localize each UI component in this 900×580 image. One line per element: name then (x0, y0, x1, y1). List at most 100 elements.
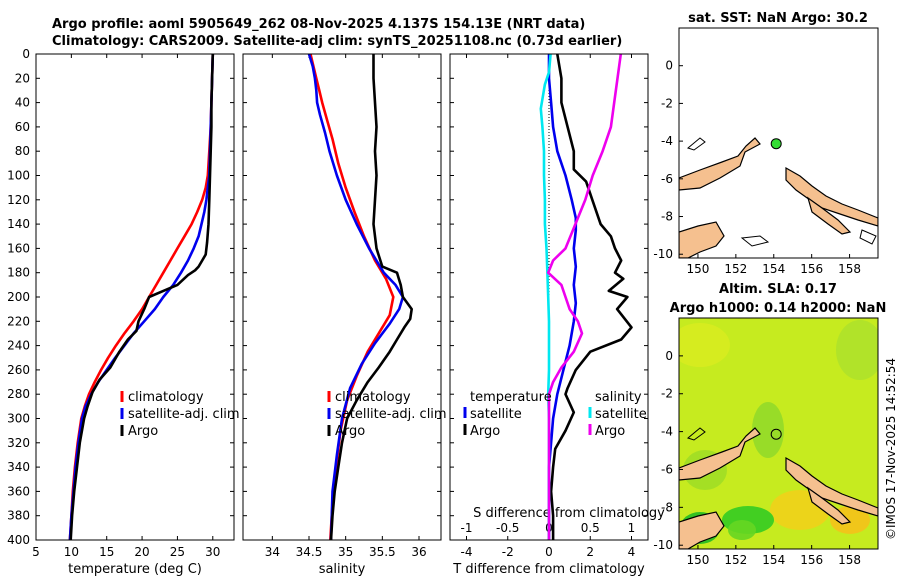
longitude-tick-label: 150 (686, 553, 709, 567)
depth-tick-label: 380 (7, 509, 30, 523)
depth-tick-label: 20 (15, 71, 30, 85)
sla-map-title-1: Altim. SLA: 0.17 (719, 282, 837, 297)
island-outline (686, 137, 706, 151)
longitude-tick-label: 154 (762, 553, 785, 567)
legend-label: satellite-adj. clim (335, 407, 447, 422)
latitude-tick-label: -2 (661, 96, 673, 110)
longitude-tick-label: 150 (686, 262, 709, 276)
latitude-tick-label: -6 (661, 462, 673, 476)
x-axis-label: salinity (319, 562, 366, 577)
sla-map-field (679, 320, 878, 549)
x-tick-label: 35.5 (369, 545, 396, 559)
legend-label: Argo (595, 424, 625, 439)
title-line-1: Argo profile: aoml 5905649_262 08-Nov-20… (52, 17, 585, 32)
bougainville-coast (785, 166, 878, 227)
sst-map-panel: sat. SST: NaN Argo: 30.2 150 152 154 156 158… (653, 11, 879, 276)
small-island-2 (859, 229, 877, 245)
sla-map-axes: 150 152 154 156 158 0 -2 -4 -6 -8 -10 (653, 349, 861, 567)
difference-panel: -4 -2 0 2 4 T difference from climatology S di… (449, 53, 665, 577)
x-tick-label: 25 (170, 545, 185, 559)
x-tick-label: 30 (205, 545, 220, 559)
legend-label: Argo (470, 424, 500, 439)
series-line (547, 54, 578, 540)
x-tick-label: 10 (64, 545, 79, 559)
longitude-tick-label: 158 (838, 553, 861, 567)
depth-tick-label: 300 (7, 412, 30, 426)
x-tick-label: -4 (461, 545, 473, 559)
argo-position-marker (770, 138, 782, 150)
top-tick-label: 0.5 (581, 521, 600, 535)
sla-map-panel: Altim. SLA: 0.17 Argo h1000: 0.14 h2000:… (653, 282, 886, 567)
sla-map-frame (678, 317, 879, 550)
plot-frame (242, 53, 442, 541)
depth-tick-label: 40 (15, 96, 30, 110)
depth-tick-label: 240 (7, 339, 30, 353)
solomon-island-2 (806, 486, 852, 525)
new-britain-coast-2 (679, 427, 761, 481)
depth-tick-label: 200 (7, 290, 30, 304)
x-tick-label: 4 (628, 545, 636, 559)
longitude-tick-label: 156 (800, 553, 823, 567)
longitude-tick-label: 152 (724, 262, 747, 276)
legend-label: Argo (335, 424, 365, 439)
new-britain-coast-1 (679, 137, 761, 191)
argo-position-marker (770, 428, 782, 440)
top-tick-label: -0.5 (496, 521, 519, 535)
x-tick-label: 34.5 (296, 545, 323, 559)
temperature-panel: 0 20 40 60 80 100 120 140 160 180 200 220 240 260 280 3… (7, 47, 240, 577)
x-tick-label: 5 (32, 545, 40, 559)
x-tick-label: 0 (545, 545, 553, 559)
x-tick-label: -2 (502, 545, 514, 559)
depth-tick-label: 400 (7, 533, 30, 547)
x-tick-label: 2 (586, 545, 594, 559)
depth-tick-label: 220 (7, 314, 30, 328)
depth-tick-label: 180 (7, 266, 30, 280)
depth-tick-label: 0 (22, 47, 30, 61)
plot-background (243, 54, 441, 540)
sst-map-axes: 150 152 154 156 158 0 -2 -4 -6 -8 -10 (653, 59, 861, 276)
depth-tick-label: 160 (7, 241, 30, 255)
plot-frame (449, 53, 649, 541)
depth-tick-label: 120 (7, 193, 30, 207)
legend-label: climatology (128, 390, 204, 405)
latitude-tick-label: -8 (661, 500, 673, 514)
legend-title: salinity (595, 390, 642, 405)
sst-map-title: sat. SST: NaN Argo: 30.2 (688, 11, 868, 26)
latitude-tick-label: -6 (661, 172, 673, 186)
latitude-tick-label: -2 (661, 387, 673, 401)
top-axis-label: S difference from climatology (473, 506, 665, 521)
series-line (307, 53, 405, 541)
sla-patch (752, 402, 784, 458)
latitude-tick-label: 0 (665, 59, 673, 73)
solomon-island-1 (806, 196, 852, 235)
legend-label: climatology (335, 390, 411, 405)
latitude-tick-label: -10 (653, 538, 673, 552)
latitude-tick-label: -4 (661, 425, 673, 439)
longitude-tick-label: 156 (800, 262, 823, 276)
sla-patch (836, 320, 878, 380)
x-tick-label: 34 (265, 545, 280, 559)
depth-tick-label: 340 (7, 460, 30, 474)
latitude-tick-label: -10 (653, 247, 673, 261)
x-tick-label: 35 (338, 545, 353, 559)
salinity-panel: 34 34.5 35 35.5 36 salinity climatology satelli… (242, 53, 447, 577)
depth-tick-label: 80 (15, 144, 30, 158)
depth-tick-label: 360 (7, 484, 30, 498)
longitude-tick-label: 152 (724, 553, 747, 567)
sst-map-land (679, 137, 878, 258)
new-guinea-tail (679, 221, 725, 258)
legend-label: satellite-adj. clim (128, 407, 240, 422)
small-island (740, 235, 770, 247)
x-tick-label: 15 (99, 545, 114, 559)
plot-frame (35, 53, 235, 541)
latitude-tick-label: -8 (661, 210, 673, 224)
new-guinea-tail-2 (679, 511, 725, 549)
sla-map-title-2: Argo h1000: 0.14 h2000: NaN (670, 301, 887, 316)
depth-tick-label: 320 (7, 436, 30, 450)
depth-tick-label: 100 (7, 169, 30, 183)
sla-patch (679, 323, 730, 367)
island-outline (686, 427, 706, 441)
top-tick-label: -1 (461, 521, 473, 535)
sla-patch (728, 520, 756, 540)
